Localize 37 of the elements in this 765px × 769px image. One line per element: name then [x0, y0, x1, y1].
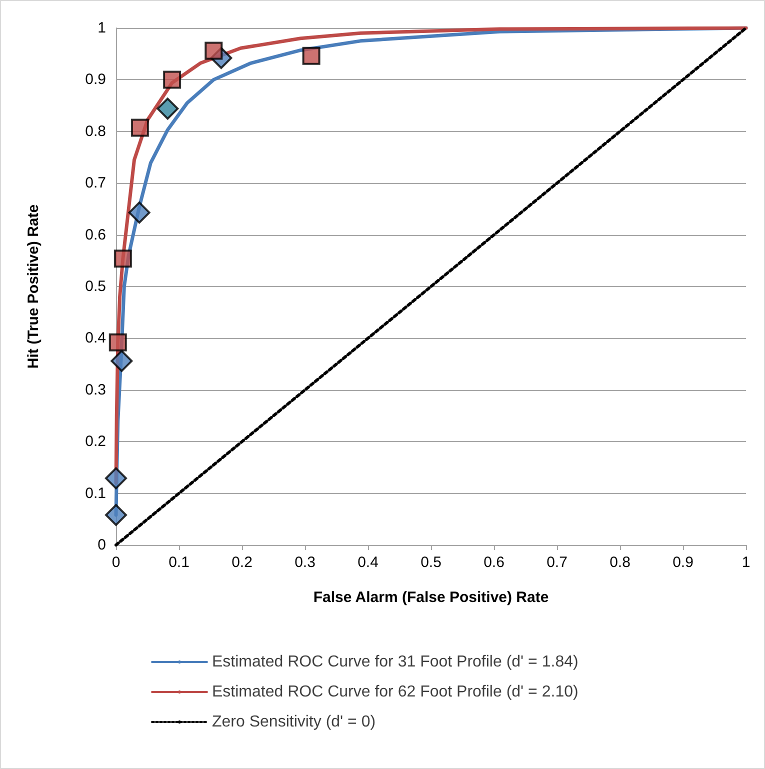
y-tick-label: 0.7	[85, 174, 106, 192]
y-tick-label: 0.6	[85, 226, 106, 244]
x-tick-label: 0.3	[294, 554, 316, 571]
point	[302, 46, 320, 65]
y-tick-label: 0.2	[85, 433, 106, 450]
y-tick-label: 0.3	[85, 381, 106, 398]
x-tick-label: 1	[742, 554, 750, 571]
point	[114, 250, 132, 268]
x-tick-label: 0.2	[232, 554, 252, 571]
point	[163, 70, 182, 89]
x-tick-label: 0.9	[672, 554, 694, 571]
y-tick-label: 0	[98, 536, 106, 554]
x-tick-label: 0.7	[546, 554, 568, 571]
point	[110, 350, 133, 372]
point	[105, 504, 127, 526]
y-tick-label: 0.9	[85, 71, 106, 88]
x-axis-title: False Alarm (False Positive) Rate	[313, 589, 549, 606]
y-tick-label: 0.8	[85, 122, 106, 140]
x-tick-label: 0.5	[420, 554, 442, 571]
x-tick-label: 0.1	[168, 554, 190, 571]
y-tick-label: 1	[98, 20, 106, 36]
x-tick-label: 0	[112, 554, 120, 571]
x-tick-label: 0.4	[358, 554, 378, 571]
legend-label: Estimated ROC Curve for 62 Foot Profile (d' = 2.10)	[212, 684, 578, 700]
point	[108, 333, 127, 352]
y-axis-title: Hit (True Positive) Rate	[25, 204, 42, 369]
y-tick-label: 0.5	[85, 278, 106, 295]
point	[156, 98, 179, 120]
x-tick-label: 0.6	[484, 554, 504, 571]
legend-label: Zero Sensitivity (d' = 0)	[212, 714, 376, 730]
point	[130, 118, 149, 137]
x-tick-label: 0.8	[610, 554, 630, 571]
y-tick-label: 0.1	[85, 484, 106, 502]
point	[128, 202, 150, 224]
legend-label: Estimated ROC Curve for 31 Foot Profile (d' = 1.84)	[212, 654, 578, 670]
y-tick-label: 0.4	[85, 330, 106, 347]
point	[105, 467, 127, 490]
